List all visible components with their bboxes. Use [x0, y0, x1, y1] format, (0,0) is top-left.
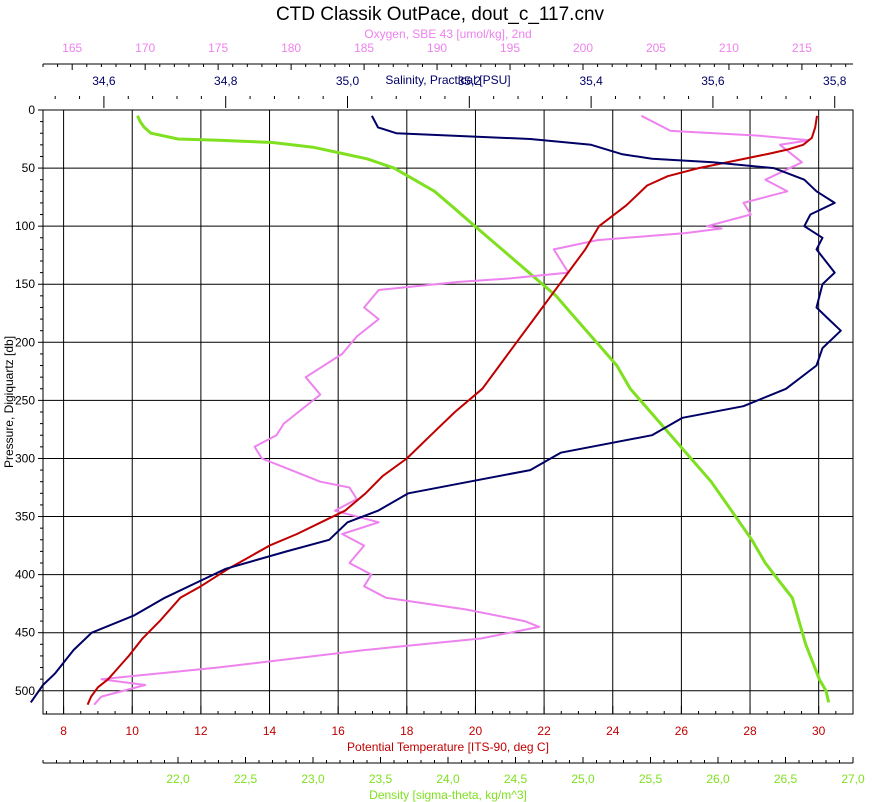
series-layer: [29, 114, 842, 706]
temperature-tick-label-9: 26: [675, 724, 689, 738]
temperature-tick-label-8: 24: [606, 724, 620, 738]
density-tick-label-0: 22,0: [166, 772, 190, 786]
salinity-tick-label-3: 35,2: [458, 74, 482, 88]
density-tick-label-8: 26,0: [706, 772, 730, 786]
oxygen-axis: 165 170 175 180 185 190 195 200 205 210 215 Oxygen,…: [42, 27, 853, 70]
density-tick-label-5: 24,5: [504, 772, 528, 786]
salinity-profile-line: [29, 115, 842, 703]
pressure-tick-label-2: 100: [15, 219, 35, 233]
chart-title: CTD Classik OutPace, dout_c_117.cnv: [276, 4, 605, 25]
temperature-tick-label-4: 16: [331, 724, 345, 738]
temperature-tick-label-3: 14: [263, 724, 277, 738]
temperature-tick-label-11: 30: [812, 724, 826, 738]
density-tick-label-2: 23,0: [301, 772, 325, 786]
pressure-tick-label-9: 450: [15, 626, 35, 640]
salinity-axis-title: Salinity, Practical [PSU]: [385, 73, 510, 87]
temperature-tick-label-5: 18: [400, 724, 414, 738]
pressure-tick-label-10: 500: [15, 684, 35, 698]
temperature-axis: 8 10 12 14 16 18 20 22 24 26 28 30 Potential Tempera…: [45, 706, 854, 754]
oxygen-profile-line: [93, 114, 811, 706]
salinity-axis: 34,6 34,8 35,0 35,2 35,4 35,6 35,8 Salinity, Pr…: [54, 73, 847, 108]
pressure-axis-label: Pressure, Digiquartz [db]: [2, 336, 16, 468]
pressure-tick-label-6: 300: [15, 451, 35, 465]
salinity-tick-label-6: 35,8: [823, 74, 847, 88]
oxygen-tick-label-1: 170: [135, 41, 155, 55]
density-axis: 22,0 22,5 23,0 23,5 24,0 24,5 25,0 25,5 26,0 26,5…: [42, 757, 865, 802]
oxygen-tick-label-8: 205: [646, 41, 666, 55]
temperature-tick-label-7: 22: [537, 724, 551, 738]
density-tick-label-7: 25,5: [639, 772, 663, 786]
pressure-tick-label-1: 50: [22, 161, 36, 175]
salinity-tick-label-0: 34,6: [92, 74, 116, 88]
temperature-profile-line: [86, 115, 818, 706]
pressure-tick-label-0: 0: [28, 103, 35, 117]
density-tick-label-6: 25,0: [571, 772, 595, 786]
temperature-tick-label-1: 10: [126, 724, 140, 738]
density-tick-label-1: 22,5: [234, 772, 258, 786]
salinity-tick-label-2: 35,0: [336, 74, 360, 88]
plot-grid: [43, 109, 853, 714]
temperature-tick-label-10: 28: [743, 724, 757, 738]
density-tick-label-9: 26,5: [774, 772, 798, 786]
oxygen-axis-title: Oxygen, SBE 43 [umol/kg], 2nd: [364, 27, 531, 41]
salinity-tick-label-1: 34,8: [214, 74, 238, 88]
oxygen-tick-label-6: 195: [500, 41, 520, 55]
oxygen-tick-label-4: 185: [354, 41, 374, 55]
oxygen-tick-label-0: 165: [62, 41, 82, 55]
pressure-tick-label-5: 250: [15, 393, 35, 407]
pressure-tick-label-4: 200: [15, 335, 35, 349]
oxygen-tick-label-9: 210: [719, 41, 739, 55]
density-axis-title: Density [sigma-theta, kg/m^3]: [369, 788, 527, 802]
oxygen-tick-label-2: 175: [208, 41, 228, 55]
density-tick-label-10: 27,0: [841, 772, 865, 786]
pressure-tick-label-7: 350: [15, 510, 35, 524]
pressure-tick-label-8: 400: [15, 568, 35, 582]
temperature-tick-label-0: 8: [60, 724, 67, 738]
density-profile-line: [136, 115, 831, 703]
oxygen-tick-label-3: 180: [281, 41, 301, 55]
density-tick-label-4: 24,0: [436, 772, 460, 786]
oxygen-tick-label-10: 215: [792, 41, 812, 55]
salinity-tick-label-4: 35,4: [579, 74, 603, 88]
temperature-tick-label-2: 12: [194, 724, 208, 738]
temperature-tick-label-6: 20: [469, 724, 483, 738]
pressure-tick-label-3: 150: [15, 277, 35, 291]
density-tick-label-3: 23,5: [369, 772, 393, 786]
temperature-axis-title: Potential Temperature [ITS-90, deg C]: [347, 740, 549, 754]
salinity-tick-label-5: 35,6: [701, 74, 725, 88]
oxygen-tick-label-5: 190: [427, 41, 447, 55]
axes-layer: 0 50 100 150 200 250 300 350 400 450 500 Pressure, …: [2, 27, 865, 802]
oxygen-tick-label-7: 200: [573, 41, 593, 55]
